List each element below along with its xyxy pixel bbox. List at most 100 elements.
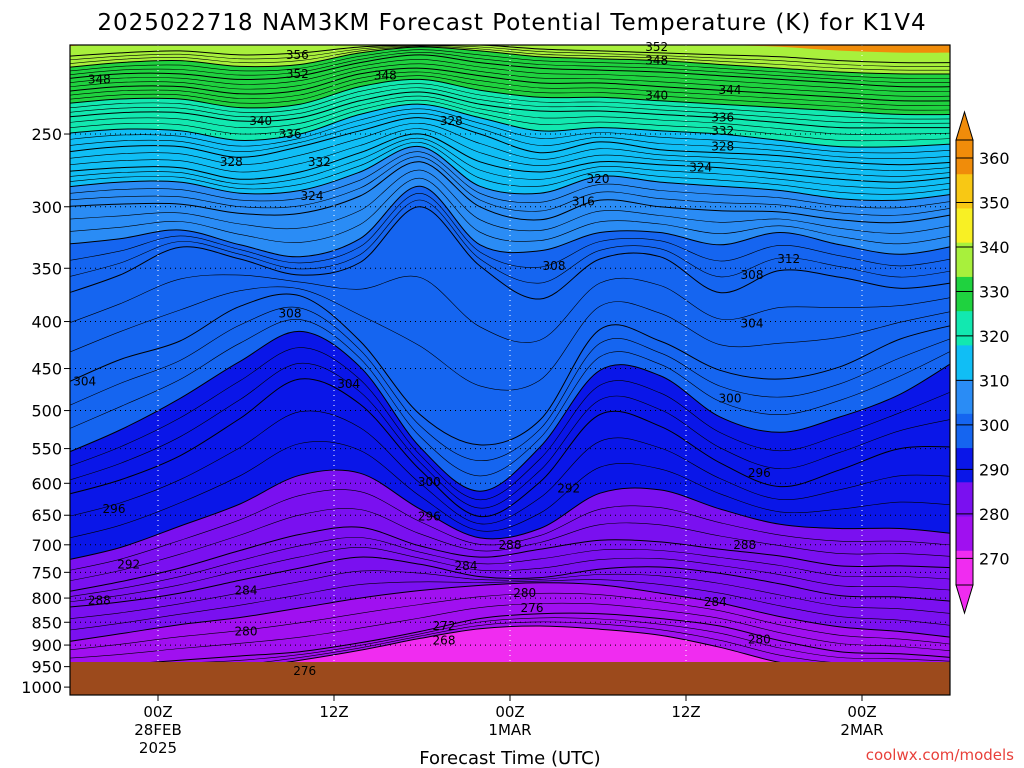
contour-label: 284: [455, 559, 478, 573]
x-tick-label: 2MAR: [840, 721, 883, 739]
contour-label: 340: [645, 89, 668, 103]
contour-label: 352: [286, 67, 309, 81]
isentrope-line: [70, 128, 950, 177]
isentrope-line: [70, 330, 950, 492]
isentrope-line: [70, 133, 950, 183]
contour-label: 304: [337, 377, 360, 391]
x-tick-label: 00Z: [847, 703, 876, 721]
isentrope-line: [70, 177, 950, 245]
isentrope-line: [70, 122, 950, 171]
x-tick-label: 12Z: [319, 703, 348, 721]
contour-label: 276: [293, 664, 316, 678]
colorbar-band: [956, 208, 973, 244]
isentrope-line: [70, 75, 950, 111]
isentrope-line: [70, 469, 950, 560]
y-tick-label: 350: [31, 259, 62, 278]
isentrope-line: [70, 51, 950, 83]
colorbar-label: 350: [979, 193, 1010, 212]
isentrope-line: [70, 142, 950, 195]
isentrope-line: [70, 617, 950, 668]
isentrope-line: [70, 137, 950, 189]
isentrope-line: [70, 192, 950, 268]
x-tick-label: 00Z: [143, 703, 172, 721]
y-tick-label: 800: [31, 589, 62, 608]
colorbar-label: 300: [979, 416, 1010, 435]
contour-label: 296: [103, 502, 126, 516]
contour-label: 276: [521, 601, 544, 615]
isentrope-line: [70, 45, 950, 71]
contour-label: 316: [572, 194, 595, 208]
contour-label: 332: [308, 155, 331, 169]
contour-label: 336: [711, 111, 734, 125]
isentrope-line: [70, 49, 950, 79]
isentrope-line: [70, 347, 950, 501]
contour-label: 336: [279, 127, 302, 141]
contour-label: 308: [741, 268, 764, 282]
x-tick-label: 28FEB: [134, 721, 181, 739]
contour-label: 328: [440, 114, 463, 128]
isentrope-line: [70, 274, 950, 343]
contour-label: 292: [557, 482, 580, 496]
contour-label: 308: [543, 259, 566, 273]
isentrope-line: [70, 362, 950, 509]
isentrope-line: [70, 579, 950, 631]
colorbar-label: 280: [979, 505, 1010, 524]
contour-label: 288: [499, 538, 522, 552]
y-tick-label: 700: [31, 536, 62, 555]
isentrope-line: [70, 87, 950, 124]
y-tick-label: 500: [31, 402, 62, 421]
y-tick-label: 900: [31, 636, 62, 655]
contour-label: 284: [235, 584, 258, 598]
x-tick-label: 12Z: [671, 703, 700, 721]
contour-label: 296: [748, 466, 771, 480]
contour-label: 296: [418, 509, 441, 523]
x-tick-label: 1MAR: [488, 721, 531, 739]
colorbar-band: [956, 242, 973, 278]
contour-label: 320: [587, 172, 610, 186]
isentrope-line: [70, 199, 950, 284]
colorbar-label: 270: [979, 549, 1010, 568]
contour-label: 312: [777, 252, 800, 266]
isentrope-line: [70, 556, 950, 608]
y-tick-label: 400: [31, 313, 62, 332]
colorbar-band: [956, 482, 973, 518]
isentrope-line: [70, 319, 950, 477]
colorbar-label: 290: [979, 460, 1010, 479]
colorbar-label: 340: [979, 238, 1010, 257]
contour-label: 304: [741, 317, 764, 331]
isentrope-line: [70, 146, 950, 201]
contour-label: 332: [711, 124, 734, 138]
y-tick-label: 450: [31, 360, 62, 379]
colorbar-band: [956, 345, 973, 381]
x-axis-label: Forecast Time (UTC): [419, 748, 600, 768]
isentrope-line: [70, 108, 950, 154]
isentrope-line: [70, 378, 950, 518]
contour-label: 340: [249, 114, 272, 128]
isentrope-line: [70, 83, 950, 120]
isentrope-line: [70, 71, 950, 106]
colorbar-max-arrow: [955, 110, 974, 141]
contour-label: 304: [73, 375, 96, 389]
colorbar-band: [956, 516, 973, 552]
isentrope-line: [70, 45, 950, 64]
isentrope-line: [70, 78, 950, 116]
colorbar-min-arrow: [955, 584, 974, 615]
isentrope-line: [70, 286, 950, 391]
contour-label: 348: [374, 69, 397, 83]
contour-label: 300: [719, 391, 742, 405]
contour-label: 280: [748, 633, 771, 647]
colorbar-label: 310: [979, 371, 1010, 390]
isentrope-line: [70, 99, 950, 142]
y-tick-label: 1000: [21, 678, 62, 697]
contour-label: 344: [719, 83, 742, 97]
contour-label: 288: [733, 538, 756, 552]
isentrope-line: [70, 508, 950, 582]
y-tick-label: 850: [31, 613, 62, 632]
colorbar-band: [956, 550, 973, 586]
y-tick-label: 300: [31, 198, 62, 217]
contour-label: 348: [645, 54, 668, 68]
contour-label: 324: [301, 189, 324, 203]
colorbar-band: [956, 276, 973, 312]
